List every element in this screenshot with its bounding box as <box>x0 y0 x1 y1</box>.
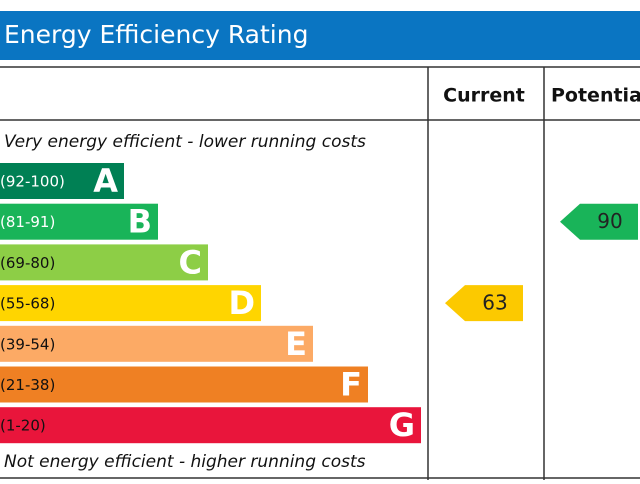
band-bar <box>0 366 368 403</box>
top-note: Very energy efficient - lower running co… <box>4 132 366 152</box>
bottom-note: Not energy efficient - higher running co… <box>4 452 366 472</box>
band-letter: G <box>389 406 415 444</box>
table-frame <box>0 66 640 480</box>
band-bar <box>0 407 421 444</box>
band-letter: C <box>179 243 202 281</box>
title-bar <box>0 11 640 60</box>
band-range: (92-100) <box>0 173 65 191</box>
band-bar <box>0 285 261 322</box>
band-letter: E <box>285 325 307 363</box>
band-letter: A <box>93 162 118 200</box>
potential-value: 90 <box>597 209 622 233</box>
band-range: (81-91) <box>0 213 55 231</box>
potential-header: Potential <box>551 85 640 107</box>
current-value: 63 <box>482 291 507 315</box>
current-header: Current <box>443 85 525 107</box>
band-letter: D <box>228 284 255 322</box>
current-arrow <box>445 285 523 322</box>
title: Energy Efficiency Rating <box>4 20 308 49</box>
band-range: (69-80) <box>0 254 55 272</box>
band-bar <box>0 244 208 281</box>
band-bar <box>0 203 158 240</box>
band-letter: B <box>128 203 152 241</box>
band-bar <box>0 325 313 362</box>
band-range: (39-54) <box>0 335 55 353</box>
band-range: (55-68) <box>0 295 55 313</box>
band-range: (21-38) <box>0 376 55 394</box>
potential-arrow <box>560 203 638 240</box>
band-range: (1-20) <box>0 417 46 435</box>
band-bar <box>0 163 124 199</box>
band-letter: F <box>340 366 362 404</box>
